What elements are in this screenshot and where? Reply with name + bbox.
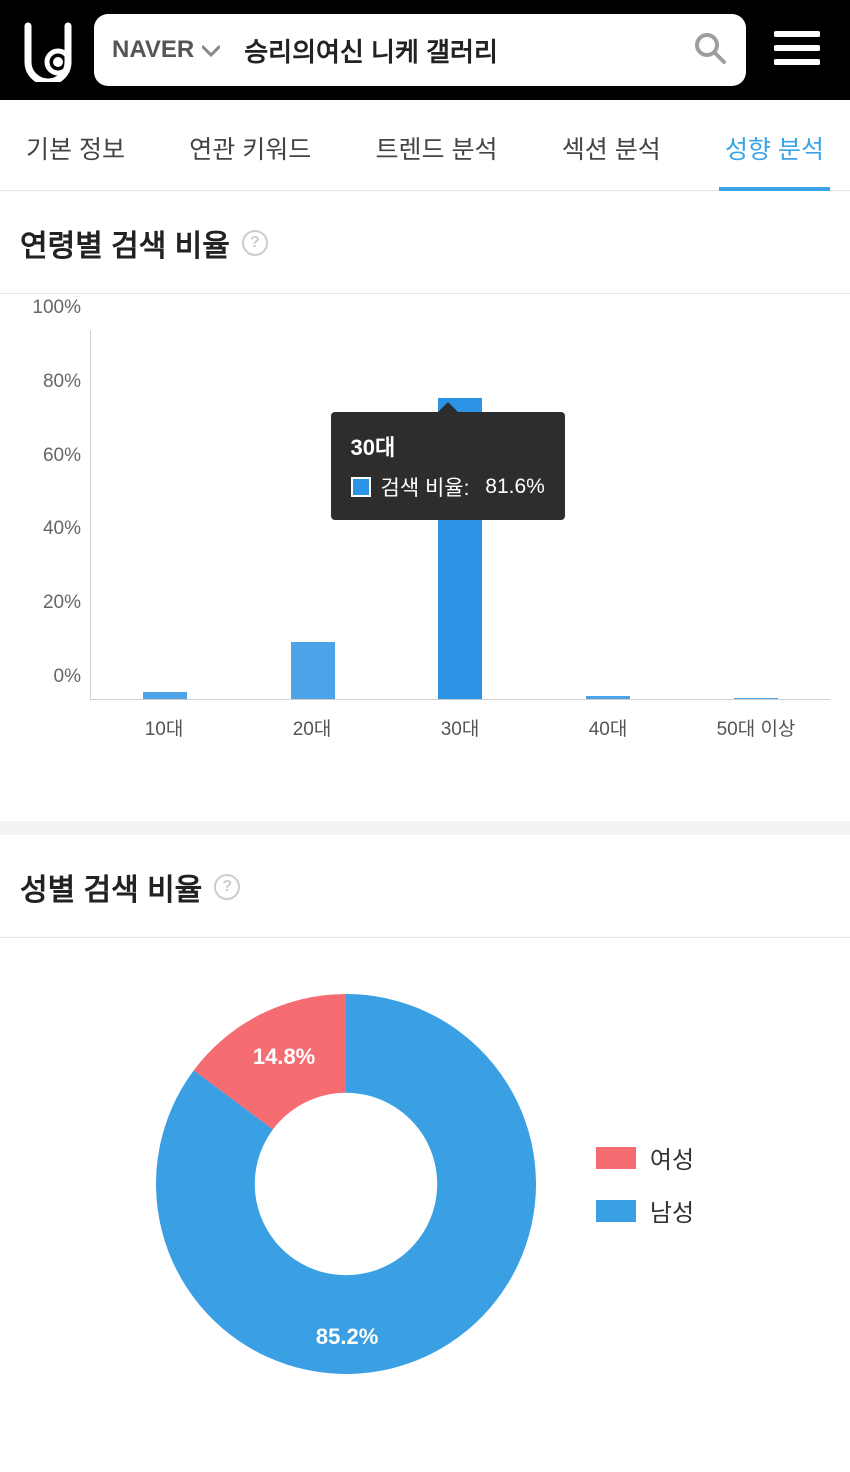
legend-label: 여성	[650, 1140, 694, 1175]
section-divider	[0, 293, 850, 294]
chevron-down-icon	[202, 36, 220, 64]
gender-section-title: 성별 검색 비율 ?	[20, 865, 830, 937]
x-axis-label: 10대	[90, 714, 238, 741]
donut-label-male: 85.2%	[316, 1324, 378, 1350]
analysis-tabs: 기본 정보 연관 키워드 트렌드 분석 섹션 분석 성향 분석	[0, 100, 850, 191]
search-input[interactable]	[230, 35, 692, 66]
legend-item-여성[interactable]: 여성	[596, 1140, 694, 1175]
y-axis-tick: 100%	[21, 297, 81, 319]
y-axis-tick: 60%	[21, 445, 81, 467]
x-axis-label: 30대	[386, 714, 534, 741]
tab-3[interactable]: 섹션 분석	[556, 100, 667, 190]
section-divider	[0, 937, 850, 938]
x-axis-label: 50대 이상	[682, 714, 830, 741]
tab-2[interactable]: 트렌드 분석	[370, 100, 504, 190]
tooltip-title: 30대	[351, 430, 545, 462]
donut-label-female: 14.8%	[253, 1044, 315, 1070]
tab-1[interactable]: 연관 키워드	[183, 100, 317, 190]
help-icon[interactable]: ?	[214, 874, 240, 900]
tooltip-value: 81.6%	[479, 475, 544, 499]
tooltip-swatch-icon	[351, 477, 371, 497]
legend-label: 남성	[650, 1193, 694, 1228]
age-bar-chart: 0%20%40%60%80%100%30대검색 비율: 81.6% 10대20대…	[20, 330, 830, 781]
bar-20대[interactable]	[291, 642, 335, 699]
app-header: NAVER	[0, 0, 850, 100]
tooltip-metric-label: 검색 비율:	[381, 472, 470, 502]
age-section-title: 연령별 검색 비율 ?	[20, 221, 830, 293]
tab-4[interactable]: 성향 분석	[719, 100, 830, 190]
legend-swatch-icon	[596, 1147, 636, 1169]
hamburger-menu-icon[interactable]	[764, 30, 830, 71]
gender-ratio-section: 성별 검색 비율 ? 14.8% 85.2% 여성남성	[0, 835, 850, 1414]
search-engine-select[interactable]: NAVER	[112, 36, 230, 64]
search-bar: NAVER	[94, 14, 746, 86]
chart-tooltip: 30대검색 비율: 81.6%	[331, 412, 565, 520]
tab-0[interactable]: 기본 정보	[20, 100, 131, 190]
y-axis-tick: 80%	[21, 371, 81, 393]
bar-50대 이상[interactable]	[734, 698, 778, 699]
brand-logo[interactable]	[20, 18, 76, 82]
age-title-text: 연령별 검색 비율	[20, 221, 230, 265]
age-ratio-section: 연령별 검색 비율 ? 0%20%40%60%80%100%30대검색 비율: …	[0, 191, 850, 821]
bar-slot	[91, 330, 239, 699]
bar-slot	[682, 330, 830, 699]
search-engine-label: NAVER	[112, 36, 194, 64]
section-gap	[0, 821, 850, 835]
tooltip-row: 검색 비율: 81.6%	[351, 472, 545, 502]
gender-donut-chart: 14.8% 85.2% 여성남성	[20, 974, 830, 1374]
bar-40대[interactable]	[586, 696, 630, 699]
help-icon[interactable]: ?	[242, 230, 268, 256]
y-axis-tick: 0%	[21, 666, 81, 688]
legend-item-남성[interactable]: 남성	[596, 1193, 694, 1228]
gender-legend: 여성남성	[596, 1140, 694, 1228]
y-axis-tick: 20%	[21, 592, 81, 614]
legend-swatch-icon	[596, 1200, 636, 1222]
search-icon[interactable]	[692, 30, 728, 71]
x-axis-label: 20대	[238, 714, 386, 741]
gender-title-text: 성별 검색 비율	[20, 865, 202, 909]
bar-10대[interactable]	[143, 692, 187, 699]
x-axis-label: 40대	[534, 714, 682, 741]
y-axis-tick: 40%	[21, 518, 81, 540]
